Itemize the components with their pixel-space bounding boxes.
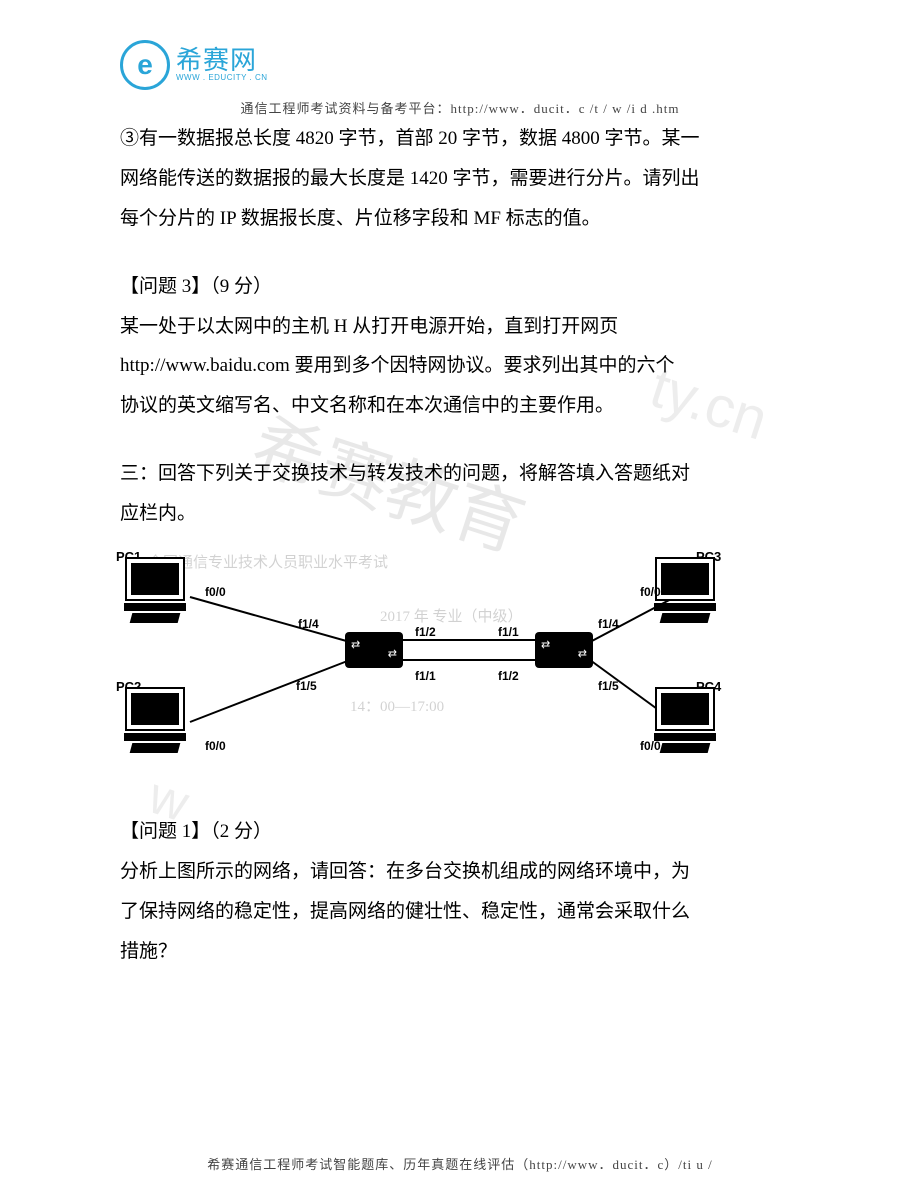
port-swL-f15: f1/5 — [296, 674, 317, 699]
diagram-switch-left — [345, 632, 403, 668]
para1-line2: 网络能传送的数据报的最大长度是 1420 字节，需要进行分片。请列出 — [120, 159, 800, 199]
port-swR-f15: f1/5 — [598, 674, 619, 699]
section3-line2: 应栏内。 — [120, 494, 800, 534]
port-swR-f11: f1/1 — [498, 620, 519, 645]
page-footer: 希赛通信工程师考试智能题库、历年真题在线评估（http://www．ducit．… — [0, 1154, 920, 1173]
port-pc4-f00: f0/0 — [640, 734, 661, 759]
diagram-switch-right — [535, 632, 593, 668]
network-diagram: 全国通信专业技术人员职业水平考试 2017 年 专业（中级） 14：00—17:… — [120, 542, 720, 772]
question3-title: 【问题 3】（9 分） — [120, 267, 800, 307]
page-top-header: 通信工程师考试资料与备考平台：http://www．ducit．c /t / w… — [120, 98, 800, 117]
question1-title: 【问题 1】（2 分） — [120, 812, 800, 852]
para1-line3: 每个分片的 IP 数据报长度、片位移字段和 MF 标志的值。 — [120, 199, 800, 239]
body-content: ③有一数据报总长度 4820 字节，首部 20 字节，数据 4800 字节。某一… — [120, 119, 800, 972]
port-swL-f12: f1/2 — [415, 620, 436, 645]
question3-line1: 某一处于以太网中的主机 H 从打开电源开始，直到打开网页 — [120, 307, 800, 347]
site-logo: e 希赛网 WWW . EDUCITY . CN — [120, 40, 800, 90]
port-swR-f14: f1/4 — [598, 612, 619, 637]
logo-main-text: 希赛网 — [176, 47, 268, 74]
port-pc3-f00: f0/0 — [640, 580, 661, 605]
question1-line2: 了保持网络的稳定性，提高网络的健壮性、稳定性，通常会采取什么 — [120, 892, 800, 932]
logo-icon: e — [120, 40, 170, 90]
logo-text: 希赛网 WWW . EDUCITY . CN — [176, 47, 268, 83]
diagram-pc2: PC2 — [120, 687, 190, 753]
question1-line3: 措施？ — [120, 932, 800, 972]
question3-line3: 协议的英文缩写名、中文名称和在本次通信中的主要作用。 — [120, 386, 800, 426]
section3-line1: 三：回答下列关于交换技术与转发技术的问题，将解答填入答题纸对 — [120, 454, 800, 494]
question1-line1: 分析上图所示的网络，请回答：在多台交换机组成的网络环境中，为 — [120, 852, 800, 892]
port-swL-f14: f1/4 — [298, 612, 319, 637]
diagram-pc1: PC1 — [120, 557, 190, 623]
port-swL-f11: f1/1 — [415, 664, 436, 689]
port-pc2-f00: f0/0 — [205, 734, 226, 759]
para1-line1: ③有一数据报总长度 4820 字节，首部 20 字节，数据 4800 字节。某一 — [120, 119, 800, 159]
port-swR-f12: f1/2 — [498, 664, 519, 689]
logo-sub-text: WWW . EDUCITY . CN — [176, 74, 268, 82]
port-pc1-f00: f0/0 — [205, 580, 226, 605]
document-page: 希赛教育 ty.cn w e 希赛网 WWW . EDUCITY . CN 通信… — [0, 0, 920, 1191]
question3-line2: http://www.baidu.com 要用到多个因特网协议。要求列出其中的六… — [120, 346, 800, 386]
